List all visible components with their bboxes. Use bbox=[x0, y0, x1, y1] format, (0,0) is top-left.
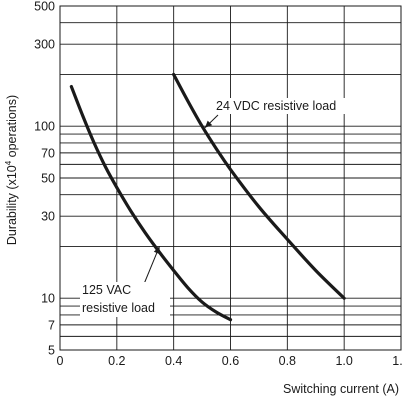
y-axis-label: Durability (x104 operations) bbox=[4, 95, 19, 245]
x-tick-label: 0.6 bbox=[222, 354, 239, 368]
y-tick-label: 50 bbox=[41, 172, 55, 186]
x-tick-label: 1.0 bbox=[335, 354, 352, 368]
y-axis-label-main: Durability (x10 bbox=[5, 165, 19, 245]
annotation-125vac-label-line1: 125 VAC bbox=[82, 283, 131, 297]
x-tick-label: 0.8 bbox=[279, 354, 296, 368]
y-tick-label: 300 bbox=[34, 38, 55, 52]
annotation-24vdc: 24 VDC resistive load bbox=[204, 98, 356, 129]
x-tick-label: 0 bbox=[57, 354, 64, 368]
annotation-125vac-label-line2: resistive load bbox=[82, 301, 155, 315]
annotation-125vac: 125 VAC resistive load bbox=[80, 246, 170, 317]
y-axis-label-rest: operations) bbox=[5, 95, 19, 161]
annotation-24vdc-arrowhead bbox=[204, 120, 213, 128]
y-tick-label: 10 bbox=[41, 292, 55, 306]
x-axis-label: Switching current (A) bbox=[283, 382, 399, 396]
y-tick-labels: 5 7 10 30 50 70 100 300 500 bbox=[34, 0, 55, 358]
y-tick-label: 5 bbox=[48, 344, 55, 358]
plot-frame bbox=[59, 5, 402, 351]
annotation-24vdc-label: 24 VDC resistive load bbox=[216, 99, 336, 113]
series-line-24vdc bbox=[172, 72, 346, 300]
y-tick-label: 70 bbox=[41, 146, 55, 160]
series-lines bbox=[69, 72, 346, 322]
y-tick-label: 7 bbox=[48, 318, 55, 332]
y-tick-label: 100 bbox=[34, 120, 55, 134]
series-line-125vac bbox=[69, 84, 233, 322]
x-tick-label: 1.2 bbox=[392, 354, 402, 368]
x-tick-label: 0.4 bbox=[165, 354, 182, 368]
annotation-125vac-arrowhead bbox=[153, 246, 160, 255]
x-tick-labels: 0 0.2 0.4 0.6 0.8 1.0 1.2 bbox=[57, 354, 402, 368]
y-tick-label: 500 bbox=[34, 0, 55, 14]
x-tick-label: 0.2 bbox=[108, 354, 125, 368]
y-tick-label: 30 bbox=[41, 210, 55, 224]
y-axis-label-superscript: 4 bbox=[4, 160, 13, 165]
